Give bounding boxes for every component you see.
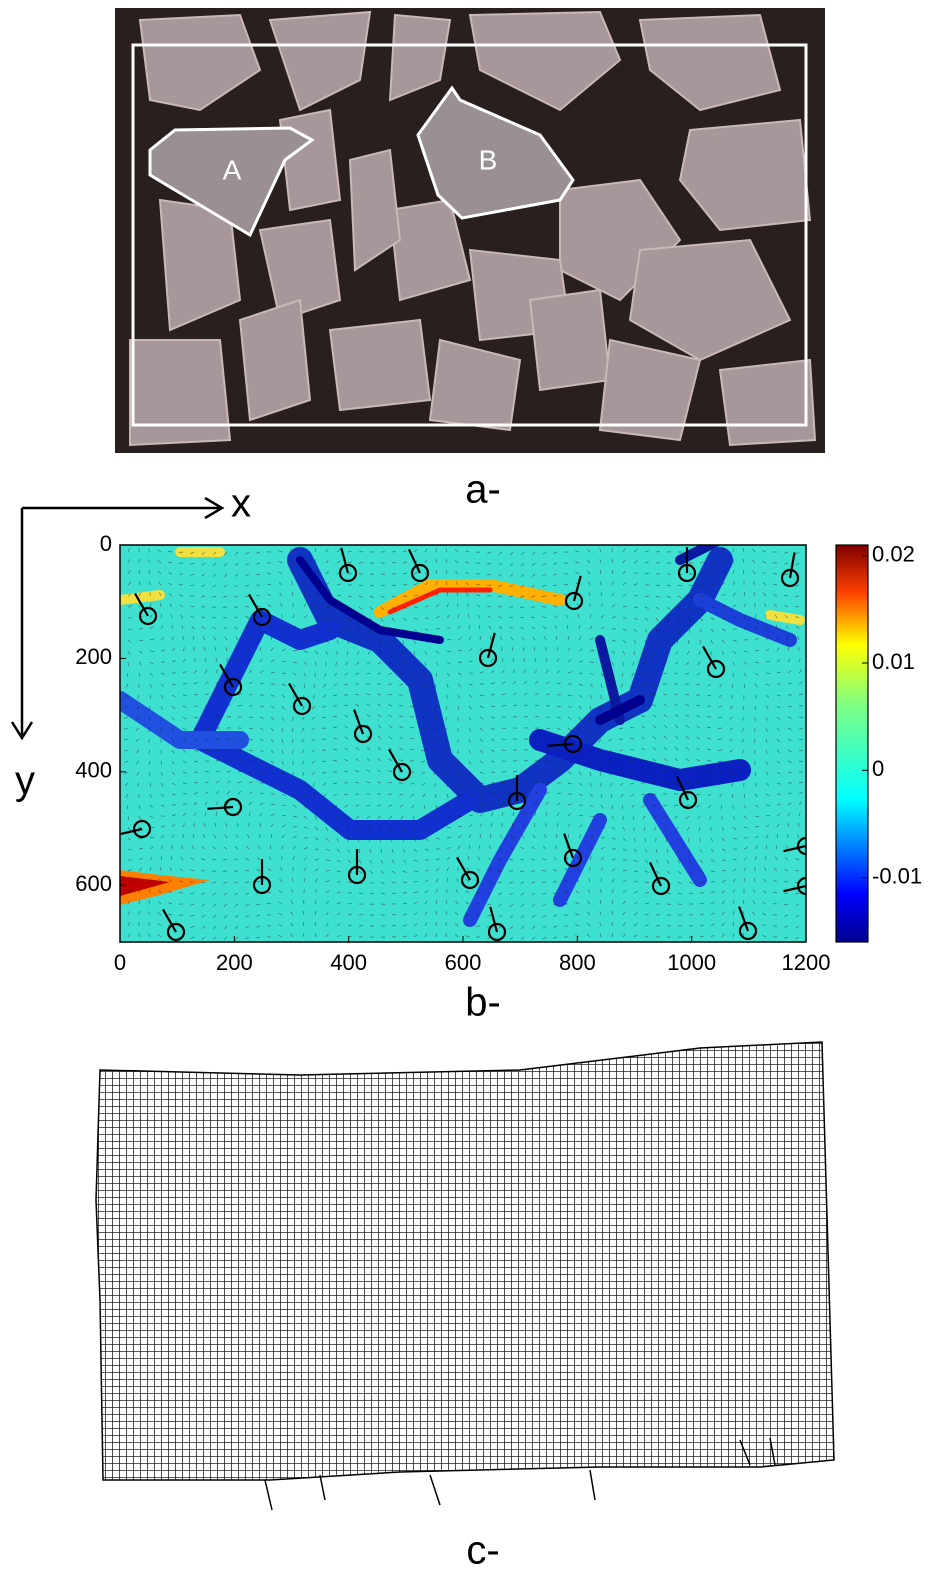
axis-arrows bbox=[10, 496, 225, 741]
axis-label: x bbox=[231, 482, 251, 526]
rotation-stick bbox=[207, 805, 234, 810]
rotation-disc bbox=[410, 563, 430, 583]
colorbar bbox=[835, 544, 869, 943]
rotation-stick bbox=[783, 884, 806, 893]
rotation-stick bbox=[288, 682, 303, 707]
rotation-stick bbox=[572, 575, 582, 602]
deformed-mesh bbox=[95, 1041, 835, 1481]
rotation-stick bbox=[388, 748, 403, 773]
rotation-disc bbox=[392, 762, 412, 782]
rotation-disc bbox=[651, 876, 671, 896]
rotation-disc bbox=[487, 922, 507, 942]
rotation-stick bbox=[563, 833, 575, 859]
rotation-stick bbox=[120, 827, 143, 836]
rotation-disc bbox=[252, 607, 272, 627]
rotation-stick bbox=[676, 775, 689, 801]
colorbar-tick-label: 0.01 bbox=[872, 649, 915, 674]
rotation-disc bbox=[223, 677, 243, 697]
rotation-disc bbox=[478, 648, 498, 668]
rotation-disc bbox=[796, 836, 806, 856]
rotation-disc bbox=[353, 724, 373, 744]
rotation-disc bbox=[138, 606, 158, 626]
heatmap bbox=[120, 545, 806, 942]
x-tick-label: 800 bbox=[559, 950, 596, 975]
x-tick-label: 0 bbox=[114, 950, 126, 975]
rotation-stick bbox=[489, 906, 499, 933]
caption: c- bbox=[466, 1529, 499, 1571]
x-tick-label: 200 bbox=[216, 950, 253, 975]
x-tick-label: 400 bbox=[330, 950, 367, 975]
rotation-stick bbox=[248, 593, 263, 618]
rotation-stick bbox=[219, 663, 234, 688]
photo bbox=[115, 8, 825, 453]
x-tick-label: 1200 bbox=[782, 950, 831, 975]
rotation-disc bbox=[706, 659, 726, 679]
y-tick-label: 400 bbox=[75, 758, 112, 783]
rotation-stick bbox=[547, 742, 574, 747]
rotation-stick bbox=[788, 552, 796, 579]
mesh-spikes bbox=[264, 1437, 776, 1511]
rotation-stick bbox=[702, 645, 717, 670]
rotation-stick bbox=[408, 548, 421, 574]
region-label: B bbox=[479, 144, 498, 175]
rotation-disc bbox=[738, 921, 758, 941]
rotation-disc bbox=[460, 870, 480, 890]
colorbar-tick-label: 0 bbox=[872, 756, 884, 781]
rotation-stick bbox=[340, 547, 350, 574]
rotation-stick bbox=[353, 709, 365, 735]
rotation-disc bbox=[563, 848, 583, 868]
axis-label: y bbox=[15, 759, 35, 803]
y-tick-label: 0 bbox=[100, 531, 112, 556]
caption: a- bbox=[465, 468, 501, 512]
rotation-stick bbox=[134, 592, 149, 617]
region-label: A bbox=[223, 154, 242, 185]
rotation-stick bbox=[783, 844, 806, 853]
rotation-disc bbox=[132, 819, 152, 839]
rotation-disc bbox=[780, 568, 800, 588]
colorbar-tick-label: -0.01 bbox=[872, 863, 922, 888]
rotation-stick bbox=[649, 861, 662, 887]
rotation-disc bbox=[796, 876, 806, 896]
rotation-disc bbox=[166, 922, 186, 942]
rotation-disc bbox=[338, 563, 358, 583]
vector-field bbox=[124, 547, 804, 941]
rotation-disc bbox=[678, 790, 698, 810]
rotation-disc bbox=[292, 696, 312, 716]
x-tick-label: 600 bbox=[445, 950, 482, 975]
rotation-stick bbox=[456, 856, 471, 881]
caption: b- bbox=[465, 981, 501, 1025]
y-tick-label: 600 bbox=[75, 871, 112, 896]
x-tick-label: 1000 bbox=[667, 950, 716, 975]
rotation-disc bbox=[564, 591, 584, 611]
rotation-stick bbox=[738, 906, 750, 932]
colorbar-tick-label: 0.02 bbox=[872, 542, 915, 567]
y-tick-label: 200 bbox=[75, 644, 112, 669]
rotation-stick bbox=[162, 908, 177, 933]
rotation-stick bbox=[486, 632, 496, 659]
